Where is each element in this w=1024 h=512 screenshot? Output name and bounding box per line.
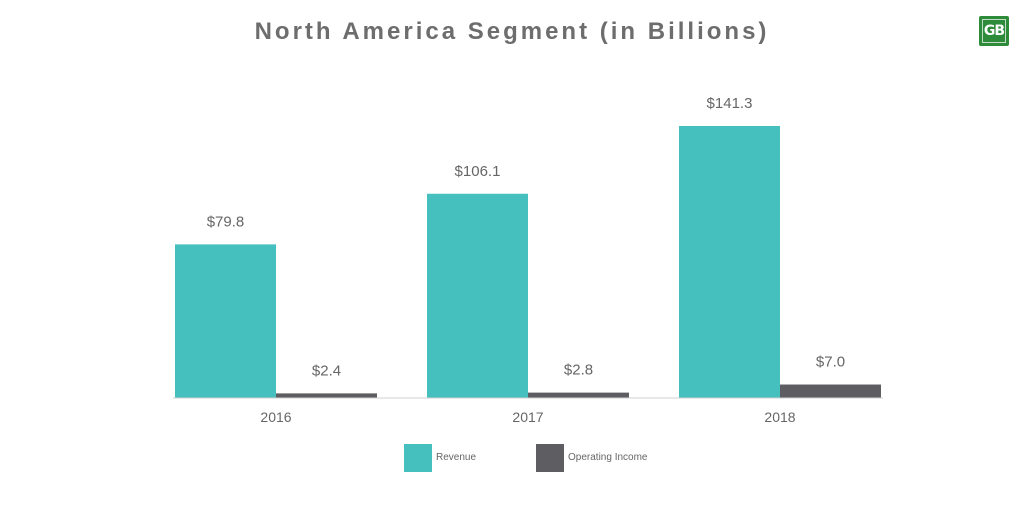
legend-label-revenue: Revenue bbox=[436, 452, 477, 463]
data-label-revenue-2018: $141.3 bbox=[707, 95, 753, 112]
legend-swatch-revenue bbox=[404, 444, 432, 472]
gb-logo-text: GB bbox=[982, 19, 1006, 43]
legend-swatch-operating-income bbox=[536, 444, 564, 472]
data-label-operating-income-2018: $7.0 bbox=[816, 354, 845, 371]
x-tick-label-2017: 2017 bbox=[512, 409, 543, 425]
chart-title: North America Segment (in Billions) bbox=[254, 18, 770, 45]
x-tick-label-2016: 2016 bbox=[260, 409, 291, 425]
data-label-revenue-2016: $79.8 bbox=[207, 213, 245, 230]
bar-chart: $79.8 $2.4 2016 $106.1 $2.8 2017 $141.3 $7.0 201… bbox=[173, 95, 883, 425]
legend-label-operating-income: Operating Income bbox=[568, 452, 648, 463]
data-label-operating-income-2016: $2.4 bbox=[312, 362, 341, 379]
bar-operating-income-2016 bbox=[276, 393, 377, 398]
bar-operating-income-2018 bbox=[780, 384, 881, 398]
bar-revenue-2016 bbox=[175, 244, 276, 398]
data-label-operating-income-2017: $2.8 bbox=[564, 362, 593, 379]
gb-logo-icon: GB bbox=[979, 16, 1009, 46]
bar-revenue-2018 bbox=[679, 126, 780, 398]
bar-operating-income-2017 bbox=[528, 392, 629, 398]
bar-revenue-2017 bbox=[427, 193, 528, 398]
x-tick-label-2018: 2018 bbox=[764, 409, 795, 425]
data-label-revenue-2017: $106.1 bbox=[455, 163, 501, 180]
